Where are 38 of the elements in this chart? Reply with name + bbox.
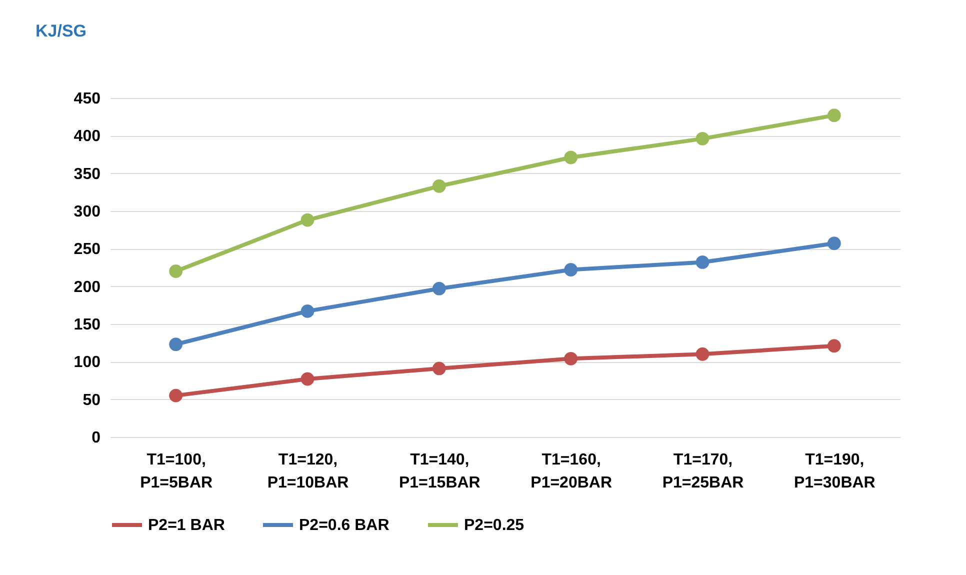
- point: [432, 179, 446, 193]
- y-tick-label: 450: [74, 90, 101, 108]
- point: [432, 362, 446, 376]
- legend-label: P2=1 BAR: [148, 517, 226, 534]
- point: [827, 236, 841, 250]
- y-tick-label: 350: [74, 166, 101, 183]
- x-tick-label: T1=160, P1=20BAR: [530, 452, 612, 492]
- y-tick-label: 300: [74, 204, 101, 220]
- point: [827, 339, 841, 353]
- point: [564, 263, 578, 276]
- y-tick-label: 250: [74, 241, 101, 258]
- y-tick-label: 200: [74, 278, 101, 296]
- point: [696, 347, 710, 361]
- x-tick-label: T1=100, P1=5BAR: [140, 452, 214, 492]
- point: [564, 150, 578, 164]
- y-tick-label: 400: [74, 128, 101, 146]
- legend-label: P2=0.6 BAR: [299, 517, 390, 534]
- point: [432, 282, 446, 296]
- y-tick-label: 100: [74, 354, 101, 372]
- point: [169, 388, 183, 402]
- legend-label: P2=0.25: [464, 517, 524, 534]
- x-tick-label: T1=190, P1=30BAR: [794, 452, 876, 492]
- y-tick-label: 50: [82, 392, 101, 409]
- point: [564, 352, 578, 366]
- point: [300, 372, 314, 386]
- point: [300, 213, 314, 227]
- point: [827, 108, 841, 122]
- point: [696, 132, 710, 146]
- y-tick-label: 150: [74, 316, 101, 334]
- x-tick-label: T1=140, P1=15BAR: [398, 452, 481, 492]
- point: [169, 338, 183, 352]
- x-tick-label: T1=120, P1=10BAR: [267, 452, 350, 492]
- x-tick-label: T1=170, P1=25BAR: [662, 452, 744, 492]
- y-tick-label: 0: [92, 430, 101, 446]
- point: [169, 264, 183, 278]
- point: [300, 304, 314, 318]
- point: [696, 256, 710, 269]
- y-axis-title: KJ/SG: [36, 22, 87, 40]
